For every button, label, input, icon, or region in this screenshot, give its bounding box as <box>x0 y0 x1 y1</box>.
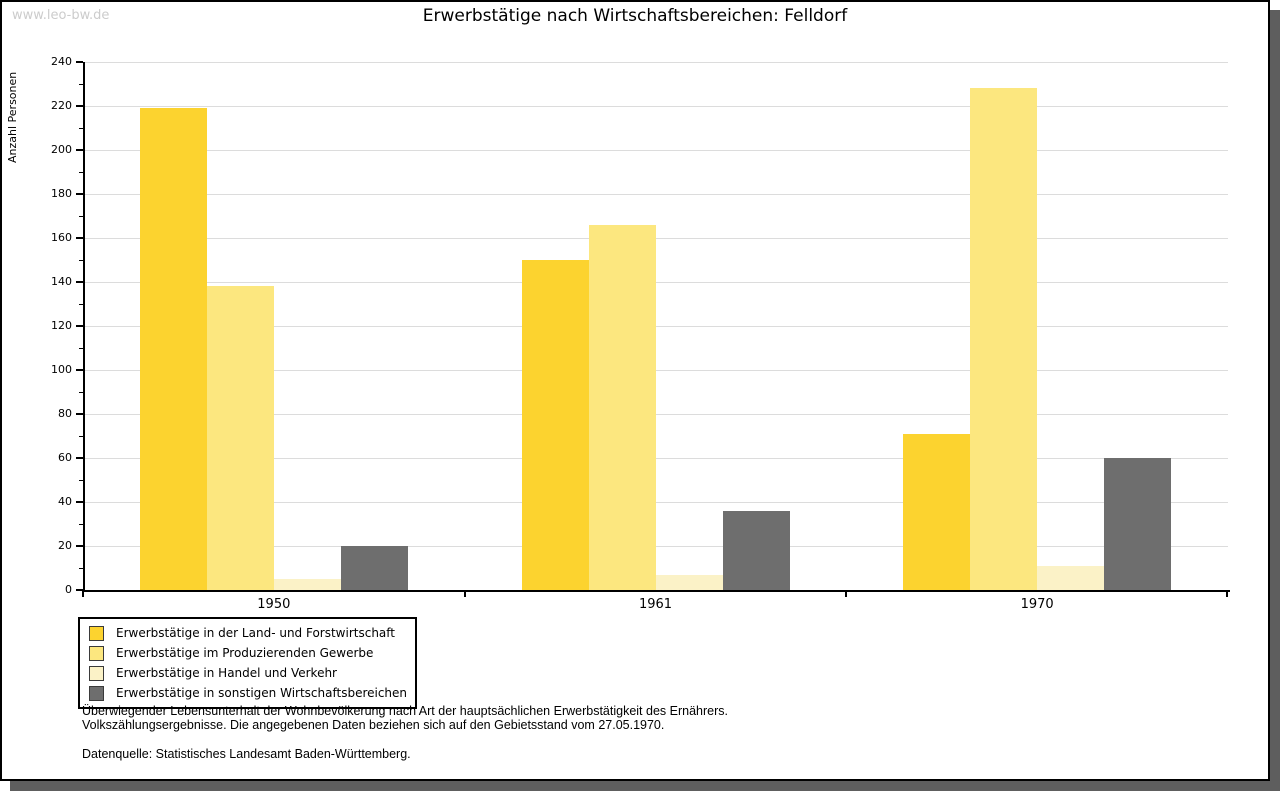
bar <box>655 574 723 590</box>
y-tick-label: 160 <box>51 231 72 244</box>
y-gridline <box>83 501 1228 503</box>
y-minor-tick <box>79 215 83 217</box>
y-minor-tick <box>79 171 83 173</box>
y-gridline <box>83 149 1228 151</box>
bar <box>139 108 207 590</box>
legend-item: Erwerbstätige in sonstigen Wirtschaftsbe… <box>89 683 407 703</box>
y-gridline <box>83 369 1228 371</box>
y-gridline <box>83 237 1228 239</box>
bar <box>206 286 274 590</box>
y-gridline <box>83 105 1228 107</box>
y-tick-label: 220 <box>51 99 72 112</box>
y-tick-label: 0 <box>65 583 72 596</box>
y-minor-tick <box>79 259 83 261</box>
y-minor-tick <box>79 391 83 393</box>
y-minor-tick <box>79 83 83 85</box>
y-tick-label: 200 <box>51 143 72 156</box>
y-major-tick <box>76 193 83 195</box>
footer-source: Datenquelle: Statistisches Landesamt Bad… <box>82 747 411 761</box>
y-gridline <box>83 281 1228 283</box>
chart-card: www.leo-bw.de Erwerbstätige nach Wirtsch… <box>0 0 1270 781</box>
x-axis-line <box>83 590 1230 592</box>
x-category-label: 1961 <box>638 597 673 612</box>
x-tick <box>845 590 848 597</box>
y-major-tick <box>76 589 83 591</box>
y-minor-tick <box>79 567 83 569</box>
y-major-tick <box>76 105 83 107</box>
y-major-tick <box>76 545 83 547</box>
legend-label: Erwerbstätige im Produzierenden Gewerbe <box>116 646 374 660</box>
y-tick-label: 20 <box>58 539 72 552</box>
bar <box>1104 458 1172 590</box>
y-major-tick <box>76 457 83 459</box>
legend-swatch-land-forstwirtschaft <box>89 625 104 641</box>
y-gridline <box>83 413 1228 415</box>
y-gridline <box>83 545 1228 547</box>
bar <box>1037 565 1105 590</box>
y-minor-tick <box>79 127 83 129</box>
legend-item: Erwerbstätige in Handel und Verkehr <box>89 663 407 683</box>
y-major-tick <box>76 149 83 151</box>
plot-area: 0 20 40 60 80 100 120 140 160 180 200 220 240 1950 196… <box>2 2 1268 779</box>
bar <box>588 224 656 590</box>
y-major-tick <box>76 369 83 371</box>
legend-item: Erwerbstätige im Produzierenden Gewerbe <box>89 643 407 663</box>
y-tick-label: 140 <box>51 275 72 288</box>
watermark: www.leo-bw.de <box>12 8 110 23</box>
legend-swatch-sonstige <box>89 685 104 701</box>
x-tick <box>82 590 84 597</box>
bar <box>340 546 408 590</box>
y-minor-tick <box>79 347 83 349</box>
y-axis-line <box>83 62 85 592</box>
y-minor-tick <box>79 523 83 525</box>
x-tick <box>463 590 466 597</box>
y-tick-label: 180 <box>51 187 72 200</box>
y-major-tick <box>76 413 83 415</box>
legend-swatch-produzierendes-gewerbe <box>89 645 104 661</box>
y-gridline <box>83 457 1228 459</box>
y-gridline <box>83 325 1228 327</box>
y-tick-label: 240 <box>51 55 72 68</box>
bar <box>903 433 971 590</box>
bar <box>273 579 341 590</box>
y-gridline <box>83 61 1228 63</box>
x-category-label: 1950 <box>257 597 291 612</box>
y-minor-tick <box>79 303 83 305</box>
footer-note: Überwiegender Lebensunterhalt der Wohnbe… <box>82 704 728 732</box>
y-tick-label: 60 <box>58 451 72 464</box>
y-tick-label: 40 <box>58 495 72 508</box>
y-tick-label: 120 <box>51 319 72 332</box>
x-tick <box>1226 590 1228 597</box>
y-major-tick <box>76 325 83 327</box>
legend-label: Erwerbstätige in der Land- und Forstwirt… <box>116 626 395 640</box>
y-major-tick <box>76 237 83 239</box>
y-major-tick <box>76 501 83 503</box>
bar <box>970 88 1038 590</box>
y-gridline <box>83 193 1228 195</box>
legend-swatch-handel-verkehr <box>89 665 104 681</box>
y-tick-label: 80 <box>58 407 72 420</box>
y-major-tick <box>76 281 83 283</box>
y-major-tick <box>76 61 83 63</box>
legend: Erwerbstätige in der Land- und Forstwirt… <box>78 617 418 709</box>
bar <box>521 260 589 590</box>
y-minor-tick <box>79 435 83 437</box>
x-category-label: 1970 <box>1020 597 1054 612</box>
y-minor-tick <box>79 479 83 481</box>
bar <box>722 510 790 590</box>
legend-item: Erwerbstätige in der Land- und Forstwirt… <box>89 623 407 643</box>
y-tick-label: 100 <box>51 363 72 376</box>
footer-note-line2: Volkszählungsergebnisse. Die angegebenen… <box>82 717 665 732</box>
chart-title: Erwerbstätige nach Wirtschaftsbereichen:… <box>422 6 848 26</box>
legend-label: Erwerbstätige in sonstigen Wirtschaftsbe… <box>116 686 408 700</box>
footer-note-line1: Überwiegender Lebensunterhalt der Wohnbe… <box>82 704 728 718</box>
legend-label: Erwerbstätige in Handel und Verkehr <box>116 666 337 680</box>
